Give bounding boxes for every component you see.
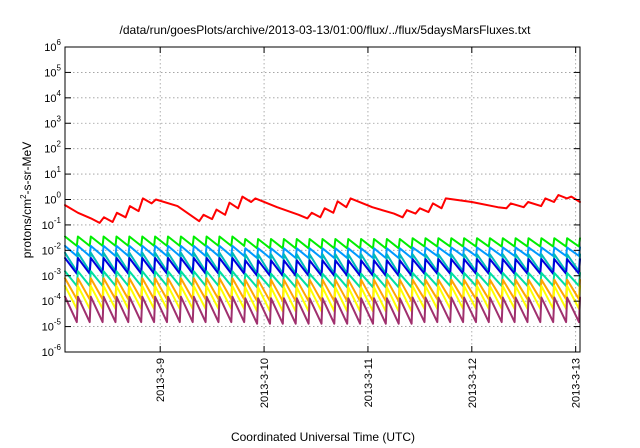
x-tick-label: 2013-3-12: [467, 358, 479, 408]
x-axis-label: Coordinated Universal Time (UTC): [231, 430, 415, 444]
y-tick-label: 105: [44, 63, 61, 79]
axes: 10-6 10-5 10-4 10-3 10-2 10-1 100 101 102 103 104 1…: [42, 38, 583, 408]
y-axis-label: protons/cm2-s-sr-MeV: [19, 142, 34, 258]
series-line-0: [64, 194, 581, 224]
series-layer: [64, 194, 581, 325]
y-tick-label: 10-6: [42, 343, 62, 359]
y-tick-label: 103: [44, 114, 61, 130]
series-line-1: [64, 235, 581, 250]
y-tick-label: 101: [44, 165, 61, 181]
y-tick-label: 102: [44, 140, 61, 156]
x-tick-label: 2013-3-11: [363, 358, 375, 407]
x-tick-label: 2013-3-10: [259, 358, 271, 408]
y-tick-label: 104: [44, 89, 61, 105]
series-line-4: [64, 257, 581, 277]
chart-title: /data/run/goesPlots/archive/2013-03-13/0…: [120, 23, 532, 37]
x-tick-label: 2013-3-13: [571, 358, 583, 408]
y-tick-label: 100: [44, 191, 61, 207]
x-tick-label: 2013-3-9: [155, 358, 167, 402]
y-tick-label: 10-1: [42, 216, 62, 232]
series-line-8: [64, 295, 581, 325]
y-tick-label: 10-3: [42, 267, 62, 283]
y-tick-label: 10-2: [42, 241, 62, 257]
y-tick-label: 106: [44, 38, 61, 54]
y-tick-label: 10-5: [42, 318, 62, 334]
y-tick-label: 10-4: [42, 292, 62, 308]
